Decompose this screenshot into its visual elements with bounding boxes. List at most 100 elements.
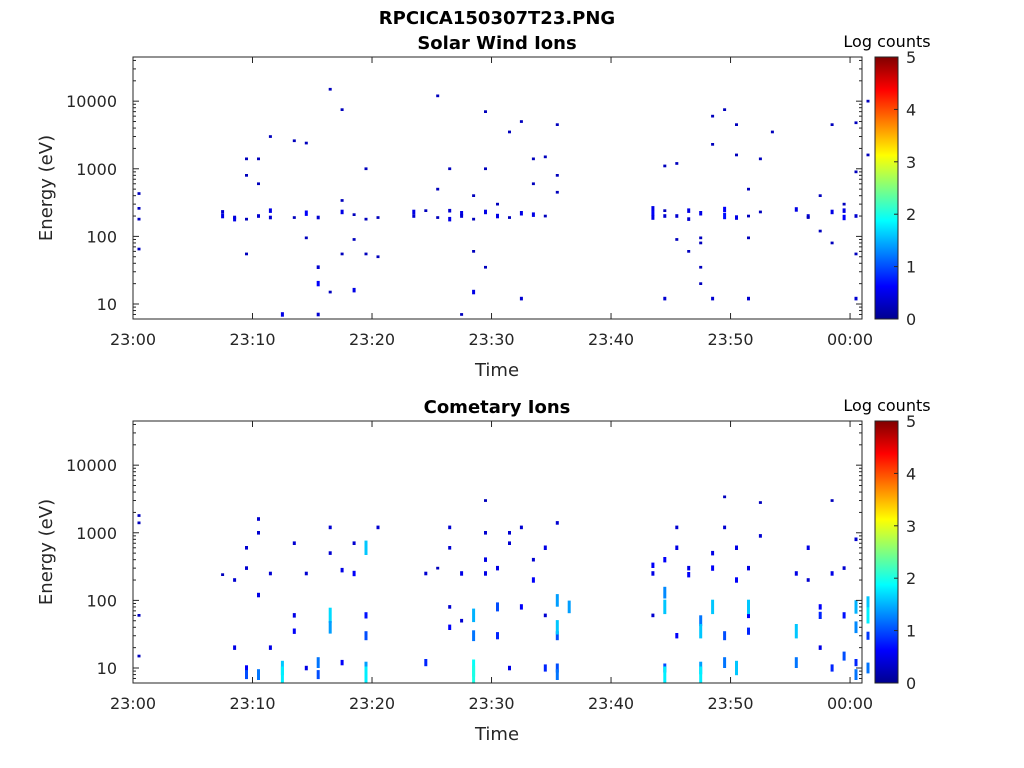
- data-cell: [268, 135, 272, 138]
- y-axis-label: Energy (eV): [36, 135, 57, 241]
- data-cell: [412, 214, 416, 218]
- data-cell: [137, 247, 141, 251]
- data-cell: [854, 214, 858, 218]
- data-cell: [304, 236, 308, 240]
- x-tick-label: 23:40: [588, 330, 634, 349]
- data-cell: [352, 287, 356, 293]
- data-cell: [436, 94, 440, 98]
- data-cell: [472, 665, 476, 684]
- data-cell: [484, 531, 487, 535]
- data-cell: [651, 206, 655, 211]
- panel-title: Cometary Ions: [424, 397, 571, 418]
- data-cell: [233, 216, 237, 222]
- data-cell: [531, 577, 535, 583]
- data-cell: [257, 182, 260, 186]
- data-cell: [460, 211, 464, 216]
- data-cell: [830, 209, 834, 215]
- data-cell: [854, 121, 858, 125]
- data-cell: [245, 670, 248, 680]
- data-cell: [340, 199, 344, 202]
- data-cell: [854, 621, 858, 634]
- data-cell: [221, 210, 225, 214]
- data-cell: [818, 229, 822, 233]
- data-cell: [508, 216, 511, 219]
- colorbar-ticks: 0 1 2 3 4 5: [894, 48, 916, 329]
- data-cell: [866, 631, 870, 640]
- colorbar-title: Log counts: [843, 396, 930, 415]
- y-axis-ticks: 10 100 1000 10000: [66, 423, 862, 684]
- data-cell: [699, 666, 703, 683]
- y-tick-label: 10000: [66, 456, 117, 475]
- colorbar-tick-label: 5: [906, 48, 916, 67]
- y-axis-ticks: 10 100 1000 10000: [66, 59, 862, 320]
- data-cell: [472, 608, 476, 623]
- data-cell: [663, 214, 667, 218]
- data-cell: [555, 190, 559, 194]
- data-cell: [484, 557, 487, 562]
- data-cell: [758, 534, 762, 538]
- data-cell: [316, 670, 320, 680]
- data-cell: [472, 630, 476, 642]
- data-cell: [484, 110, 487, 113]
- data-cell: [711, 599, 715, 615]
- data-cell: [484, 499, 487, 502]
- data-cell: [496, 213, 499, 219]
- y-tick-label: 10: [97, 295, 117, 314]
- x-tick-label: 23:10: [229, 330, 275, 349]
- data-cell: [555, 594, 559, 607]
- x-tick-label: 23:00: [110, 330, 156, 349]
- data-cell: [866, 607, 870, 624]
- data-cell: [854, 537, 858, 542]
- data-cell: [830, 571, 834, 576]
- data-cell: [448, 208, 452, 213]
- data-cell: [675, 525, 679, 530]
- data-cell: [484, 209, 487, 215]
- data-cell: [328, 290, 332, 294]
- data-cell: [687, 572, 691, 578]
- data-cell: [268, 215, 272, 220]
- data-cell: [699, 265, 703, 269]
- data-cell: [830, 123, 834, 126]
- cometary-ions-panel: Cometary Ions 23:00 23:10 23:20 23:30 23:40 2…: [36, 396, 931, 745]
- x-tick-label: 23:50: [707, 330, 753, 349]
- data-cell: [675, 162, 679, 165]
- figure-title: RPCICA150307T23.PNG: [379, 8, 615, 29]
- data-cell: [842, 202, 846, 206]
- data-cell: [268, 571, 272, 576]
- data-cell: [723, 495, 727, 499]
- data-cell: [508, 665, 511, 671]
- data-cell: [316, 265, 320, 269]
- data-cell: [340, 567, 344, 573]
- data-cell: [424, 659, 428, 667]
- data-marks: [137, 495, 870, 684]
- data-cell: [794, 657, 798, 668]
- y-tick-label: 1000: [76, 160, 117, 179]
- data-cell: [699, 624, 703, 639]
- y-tick-label: 1000: [76, 524, 117, 543]
- data-cell: [543, 155, 547, 159]
- data-cell: [818, 645, 822, 650]
- data-cell: [651, 210, 655, 216]
- data-cell: [496, 202, 499, 206]
- data-cell: [723, 631, 727, 641]
- colorbar-tick-label: 1: [906, 622, 916, 641]
- data-cell: [567, 600, 571, 614]
- data-cell: [758, 210, 762, 214]
- data-cell: [364, 666, 368, 683]
- data-cell: [531, 557, 535, 562]
- data-cell: [663, 557, 667, 563]
- data-cell: [651, 571, 655, 576]
- x-tick-label: 23:20: [349, 694, 395, 713]
- data-cell: [460, 618, 464, 623]
- data-cell: [245, 217, 248, 221]
- data-cell: [842, 612, 846, 619]
- data-cell: [687, 208, 691, 213]
- colorbar-tick-label: 0: [906, 674, 916, 693]
- data-cell: [221, 573, 225, 576]
- x-tick-label: 23:00: [110, 694, 156, 713]
- data-cell: [304, 571, 308, 576]
- data-cell: [555, 620, 559, 635]
- data-cell: [484, 571, 487, 576]
- solar-wind-ions-panel: Solar Wind Ions 23:00 23:10 23:20 23:30 23:4…: [36, 32, 931, 381]
- data-cell: [257, 669, 260, 680]
